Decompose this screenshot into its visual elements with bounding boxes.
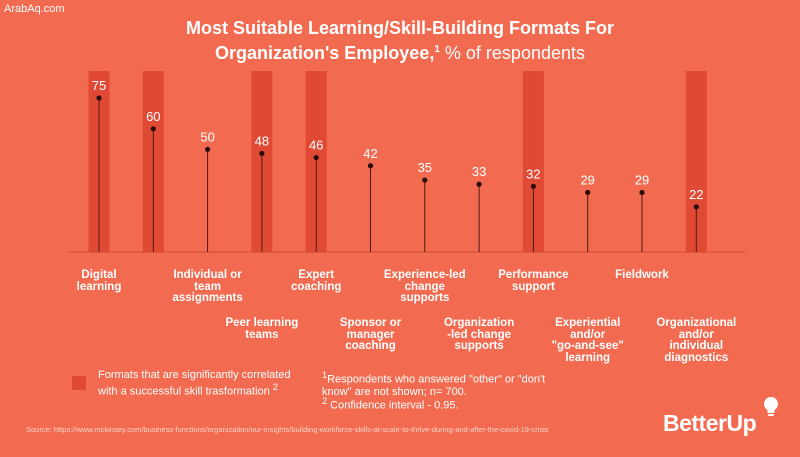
category-label-line: -led change [447, 328, 512, 341]
category-label-line: supports [400, 292, 450, 304]
lollipop-dot [585, 189, 591, 196]
footnote-1-marker: 1 [322, 370, 328, 380]
highlight-band [685, 71, 707, 252]
value-label: 29 [580, 172, 594, 187]
category-label-line: coaching [345, 340, 396, 352]
category-label-line: Organization [443, 317, 515, 329]
value-label: 46 [309, 138, 323, 153]
title-bold: Organization's Employee, [215, 43, 435, 63]
category-label: Performance support [487, 269, 579, 293]
lollipop-dot [313, 154, 319, 161]
chart-title: Most Suitable Learning/Skill-Building Fo… [0, 18, 800, 64]
category-label-line: Sponsor or [339, 317, 402, 329]
category-label-line: Experience-led [383, 269, 466, 281]
category-label: Organization -led change supports [433, 317, 525, 353]
category-label-line: Individual or [173, 269, 242, 281]
title-line-2: Organization's Employee,1 % of responden… [0, 39, 800, 64]
footnote-2-text: Confidence interval - 0.95. [330, 399, 459, 412]
category-label: Digital learning [53, 269, 145, 293]
lollipop-dot [422, 177, 428, 183]
lollipop-dot [530, 183, 537, 189]
footnote-1-text: Respondents who answered "other" or "don… [322, 373, 546, 398]
lollipop-dot [205, 146, 211, 152]
lollipop-dot [367, 163, 374, 169]
category-label-line: individual [669, 340, 724, 352]
category-label: Organizational and/or individual diagnostic… [650, 317, 742, 364]
lollipop-dot [96, 95, 102, 101]
legend-sup: 2 [272, 382, 278, 392]
category-label-line: manager [346, 328, 395, 341]
category-label-line: Expert [298, 269, 335, 281]
lollipop-dot [259, 150, 265, 157]
title-rest: % of respondents [439, 43, 585, 63]
category-label: Sponsor or manager coaching [325, 317, 417, 353]
category-label-line: Peer learning [225, 317, 299, 329]
value-label: 60 [146, 109, 160, 124]
value-label: 48 [255, 133, 269, 148]
value-label: 29 [635, 172, 649, 187]
lollipop-dot [476, 181, 482, 187]
value-label: 42 [363, 146, 377, 161]
category-label-line: and/or [678, 328, 714, 341]
category-label-line: support [511, 280, 555, 293]
category-label-line: diagnostics [664, 351, 729, 364]
highlight-band [522, 71, 544, 252]
category-label-line: Experiential [555, 317, 621, 329]
category-label-line: Digital [81, 269, 117, 281]
category-label: Expert coaching [270, 269, 362, 293]
value-label: 33 [472, 164, 486, 179]
lollipop-dot [150, 126, 156, 132]
category-label-line: Performance [498, 269, 569, 281]
value-label: 22 [689, 187, 703, 202]
lightbulb-icon [764, 397, 778, 416]
category-label: Experience-led change supports [379, 269, 471, 305]
legend-label: Formats that are significantly correlate… [98, 369, 291, 398]
lollipop-dot [639, 189, 645, 196]
value-label: 32 [526, 166, 540, 181]
category-label-line: supports [454, 340, 504, 352]
category-label: Experiential and/or "go-and-see" learning [542, 317, 634, 364]
footnote-1: 1Respondents who answered "other" or "do… [322, 369, 552, 398]
category-label-line: Organizational [656, 317, 737, 329]
title-line-1: Most Suitable Learning/Skill-Building Fo… [185, 18, 615, 38]
category-label-line: Fieldwork [615, 269, 669, 281]
value-label: 35 [418, 160, 432, 175]
source-text: Source: https://www.mckinsey.com/busines… [26, 425, 549, 434]
brand-logo: BetterUp [663, 410, 757, 436]
footnote-2-marker: 2 [322, 396, 328, 406]
category-label: Individual or team assignments [162, 269, 254, 305]
category-label: Fieldwork [596, 269, 688, 282]
category-label: Peer learning teams [216, 317, 308, 341]
category-label-line: teams [245, 328, 279, 341]
category-label-line: learning [565, 351, 611, 364]
category-label-line: and/or [570, 328, 606, 341]
category-label-line: team [194, 280, 222, 293]
category-label-line: coaching [290, 280, 342, 293]
lollipop-dot [693, 204, 699, 210]
footnote-2: 2 Confidence interval - 0.95. [322, 395, 552, 412]
value-label: 75 [92, 78, 106, 93]
value-label: 50 [200, 129, 214, 144]
category-label-line: "go-and-see" [551, 340, 624, 352]
title-sup: 1 [434, 44, 440, 55]
legend-text: Formats that are significantly correlate… [98, 369, 298, 398]
category-label-line: change [404, 280, 445, 293]
watermark: ArabAq.com [4, 3, 65, 15]
legend-swatch [72, 376, 86, 390]
category-label-line: assignments [172, 292, 243, 304]
category-label-line: learning [76, 280, 122, 293]
